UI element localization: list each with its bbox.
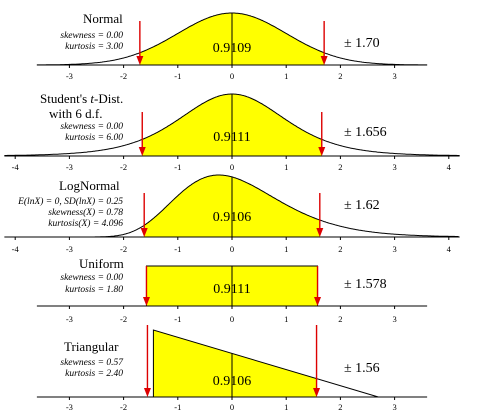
interval-range-label: ± 1.70 — [344, 36, 380, 51]
x-tick-label: -1 — [174, 402, 181, 412]
uniform-panel: -3 -2 -1 0 1 2 3 Uniform skewness = 0.00 kurtosis… — [36, 256, 428, 324]
panel-statistic: skewness(X) = 0.78 — [48, 207, 123, 218]
x-tick-label: -2 — [120, 244, 127, 254]
x-tick-label: 1 — [284, 402, 288, 412]
panel-statistic: kurtosis = 6.00 — [65, 133, 123, 143]
x-tick-label: -2 — [120, 71, 127, 81]
triangular-density-fill — [153, 330, 317, 397]
x-tick-label: 1 — [284, 314, 288, 324]
panel-title-part: -Dist. — [94, 91, 123, 106]
x-tick-label: -3 — [66, 244, 73, 254]
area-value-label: 0.9109 — [213, 41, 252, 56]
upper-bound-arrow-head — [318, 147, 326, 156]
x-tick-label: 0 — [230, 314, 234, 324]
x-tick-label: 3 — [392, 244, 396, 254]
x-tick-label: 3 — [392, 314, 396, 324]
x-tick-label: 3 — [392, 162, 396, 172]
panel-title: Triangular — [64, 339, 119, 354]
x-tick-label: 3 — [392, 402, 396, 412]
lower-bound-arrow-head — [143, 388, 151, 397]
area-value-label: 0.9106 — [213, 210, 252, 225]
panel-title: Uniform — [79, 256, 124, 271]
x-tick-label: -1 — [174, 314, 181, 324]
x-tick-label: 4 — [447, 244, 452, 254]
interval-range-label: ± 1.56 — [344, 361, 380, 376]
panel-title: Normal — [83, 11, 123, 26]
panel-statistic: skewness = 0.00 — [60, 273, 123, 283]
interval-range-label: ± 1.656 — [344, 125, 387, 140]
interval-range-label: ± 1.62 — [344, 198, 380, 213]
x-tick-label: 3 — [392, 71, 396, 81]
panel-statistic: kurtosis = 3.00 — [65, 42, 123, 52]
upper-bound-arrow-head — [320, 56, 328, 65]
area-value-label: 0.9111 — [213, 130, 250, 145]
lognormal-panel: -4 -3 -2 -1 0 1 2 3 4 LogNormal E(lnX) = 0, SD(lnX… — [4, 174, 460, 254]
x-tick-label: -2 — [120, 402, 127, 412]
x-tick-label: 2 — [338, 162, 342, 172]
triangular-panel: -3 -2 -1 0 1 2 3 Triangular skewness = 0.57kurto… — [36, 325, 428, 412]
panel-statistic: kurtosis = 1.80 — [65, 285, 123, 295]
panel-title: Student's t-Dist. — [40, 91, 123, 106]
triangular-density-curve — [152, 329, 379, 398]
x-tick-label: 1 — [284, 244, 288, 254]
panel-statistic: kurtosis(X) = 4.096 — [48, 218, 123, 229]
panel-statistic: skewness = 0.00 — [60, 31, 123, 41]
x-tick-label: 1 — [284, 162, 288, 172]
x-tick-label: 0 — [230, 402, 234, 412]
x-tick-label: 0 — [230, 162, 234, 172]
x-tick-label: 2 — [338, 314, 342, 324]
upper-bound-arrow-head — [316, 228, 324, 237]
x-tick-label: -1 — [174, 162, 181, 172]
x-tick-label: -3 — [66, 162, 73, 172]
lower-bound-arrow-head — [136, 56, 144, 65]
panel-title-part: t — [90, 91, 94, 106]
interval-range-label: ± 1.578 — [344, 277, 387, 292]
student-t-panel: -4 -3 -2 -1 0 1 2 3 4 Student's t-Dist.with 6 d.f… — [4, 91, 460, 172]
x-tick-label: -3 — [66, 314, 73, 324]
upper-bound-arrow-head — [313, 388, 321, 397]
normal-panel: -3 -2 -1 0 1 2 3 Normal skewness = 0.00kurtosis … — [36, 11, 428, 81]
area-value-label: 0.9111 — [213, 282, 250, 297]
x-tick-label: -2 — [120, 314, 127, 324]
x-tick-label: -3 — [66, 71, 73, 81]
lower-bound-arrow-head — [140, 228, 148, 237]
area-value-label: 0.9106 — [213, 374, 252, 389]
x-tick-label: 1 — [284, 71, 288, 81]
x-tick-label: -1 — [174, 244, 181, 254]
x-tick-label: 2 — [338, 402, 342, 412]
upper-bound-arrow-head — [314, 297, 322, 306]
x-tick-label: -1 — [174, 71, 181, 81]
panel-subtitle: with 6 d.f. — [49, 106, 102, 121]
x-tick-label: -4 — [12, 244, 20, 254]
x-tick-label: -3 — [66, 402, 73, 412]
x-tick-label: 4 — [447, 162, 452, 172]
panel-statistic: kurtosis = 2.40 — [65, 369, 123, 379]
x-tick-label: 0 — [230, 244, 234, 254]
panel-title-part: Student's — [40, 91, 90, 106]
panel-statistic: skewness = 0.57 — [60, 358, 124, 368]
lower-bound-arrow-head — [142, 297, 150, 306]
lower-bound-arrow-head — [138, 147, 146, 156]
panel-statistic: E(lnX) = 0, SD(lnX) = 0.25 — [17, 196, 123, 207]
x-tick-label: 0 — [230, 71, 234, 81]
x-tick-label: 2 — [338, 244, 342, 254]
panel-title: LogNormal — [59, 178, 120, 193]
x-tick-label: -4 — [12, 162, 20, 172]
x-tick-label: -2 — [120, 162, 127, 172]
x-tick-label: 2 — [338, 71, 342, 81]
panel-statistic: skewness = 0.00 — [60, 122, 123, 132]
